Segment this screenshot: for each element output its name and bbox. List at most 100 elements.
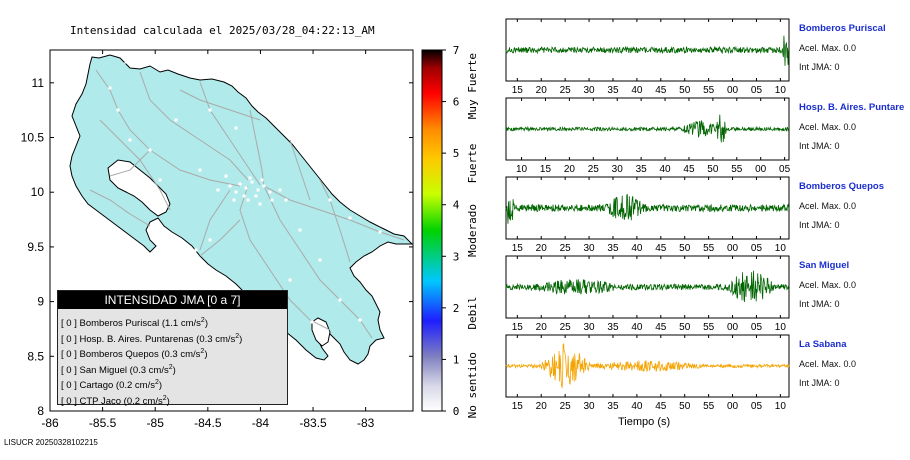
legend-row-unit-exponent: 2 <box>200 317 205 324</box>
waveform-tick-label: 55 <box>703 243 715 254</box>
legend-row-intensity: [ 0 ] <box>61 396 80 408</box>
waveform-tick-label: 15 <box>512 322 524 333</box>
town-marker <box>258 202 262 206</box>
colorbar-tick-label: 5 <box>453 147 460 160</box>
town-marker <box>284 198 288 202</box>
legend-row-station: San Miguel (0.3 cm/s <box>79 364 169 376</box>
intensity-legend: INTENSIDAD JMA [0 a 7] [ 0 ] Bomberos Pu… <box>57 290 288 408</box>
waveform-panel: 15 20 25 30 35 40 45 50 55 00 05 10 <box>505 176 790 254</box>
road <box>199 189 231 251</box>
waveform-trace <box>505 35 790 66</box>
road <box>89 189 151 227</box>
map-y-tick-label: 8.5 <box>27 349 44 363</box>
road <box>179 89 261 121</box>
waveform-tick-label: 20 <box>536 243 548 254</box>
legend-row-unit-exponent: 2 <box>168 363 173 371</box>
legend-row-intensity: [ 0 ] <box>61 380 80 392</box>
waveform-tick-label: 30 <box>612 164 624 175</box>
town-marker <box>288 278 292 282</box>
legend-row-unit-exponent: 2 <box>200 348 205 356</box>
waveform-trace <box>505 270 790 302</box>
town-marker <box>194 248 198 252</box>
waveform-tick-label: 40 <box>631 322 643 333</box>
legend-row-station: Hosp. B. Aires. Puntarenas (0.3 cm/s <box>79 333 236 345</box>
waveform-tick-label: 00 <box>727 243 739 254</box>
station-accel: Acel. Max. 0.0 <box>799 359 857 369</box>
waveform-tick-label: 50 <box>679 243 691 254</box>
map-y-tick-label: 8 <box>37 404 44 418</box>
legend-row-close: ) <box>158 380 163 392</box>
waveform-tick-label: 40 <box>631 243 643 254</box>
waveform-tick-label: 05 <box>751 401 763 412</box>
waveform-tick-label: 25 <box>560 85 572 96</box>
station-name: San Miguel <box>799 260 850 271</box>
colorbar-tick-label: 2 <box>453 302 460 315</box>
road-network <box>89 69 405 339</box>
waveform-tick-label: 05 <box>751 243 763 254</box>
waveform-tick-label: 05 <box>779 164 791 175</box>
town-marker <box>328 198 332 202</box>
map-x-tick-label: -83.5 <box>299 416 327 430</box>
waveform-tick-label: 55 <box>703 401 715 412</box>
road <box>199 81 261 186</box>
colorbar-tick-label: 6 <box>453 96 460 109</box>
waveform-trace <box>505 193 790 224</box>
colorbar-tick-label: 4 <box>453 199 460 212</box>
waveform-tick-label: 25 <box>560 243 572 254</box>
waveform-tick-label: 30 <box>583 243 595 254</box>
legend-row: [ 0 ] Cartago (0.2 cm/s2) <box>61 375 287 391</box>
town-marker <box>260 178 264 182</box>
station-intensity: Int JMA: 0 <box>799 141 840 151</box>
town-marker <box>108 86 112 90</box>
map-y-axis: 11 10.5 10 9.5 9 8.5 8 <box>21 76 413 418</box>
legend-row-unit-exponent: 2 <box>154 379 159 387</box>
waveform-tick-label: 40 <box>631 401 643 412</box>
town-marker <box>232 198 236 202</box>
station-name: Hosp. B. Aires. Puntare <box>799 102 905 113</box>
colorbar-category-label: No sentido <box>466 352 479 418</box>
town-marker <box>216 188 220 192</box>
town-marker <box>242 194 246 198</box>
waveform-tick-label: 35 <box>607 401 619 412</box>
time-axis-label: Tiempo (s) <box>618 416 671 428</box>
legend-row-close: ) <box>204 318 208 330</box>
map-y-tick-label: 9.5 <box>27 240 44 254</box>
waveform-tick-label: 25 <box>560 322 572 333</box>
waveform-tick-label: 30 <box>583 85 595 96</box>
road <box>249 109 265 187</box>
road <box>319 179 351 263</box>
colorbar-tick-label: 7 <box>453 44 460 57</box>
town-marker <box>250 180 254 184</box>
road <box>139 71 249 181</box>
waveform-tick-label: 35 <box>607 85 619 96</box>
waveform-tick-label: 00 <box>727 401 739 412</box>
waveform-panel: 15 20 25 30 35 40 45 50 55 00 05 10 <box>505 334 790 412</box>
town-marker <box>158 178 162 182</box>
road <box>239 185 331 331</box>
town-marker <box>278 188 282 192</box>
waveform-tick-label: 50 <box>679 401 691 412</box>
waveform-tick-label: 20 <box>536 322 548 333</box>
map-y-tick-label: 10.5 <box>21 131 45 145</box>
footer-code: LISUCR 20250328102215 <box>4 438 98 447</box>
station-accel: Acel. Max. 0.0 <box>799 43 857 53</box>
town-marker <box>198 168 202 172</box>
town-marker <box>148 148 152 152</box>
town-marker <box>142 198 146 202</box>
town-marker <box>270 198 274 202</box>
waveform-panel: 10 15 20 25 30 35 40 45 50 55 00 05 <box>505 97 791 175</box>
waveform-panel: 15 20 25 30 35 40 45 50 55 00 05 10 <box>505 255 790 333</box>
map-x-tick-label: -84 <box>252 416 270 430</box>
legend-row-unit-exponent: 2 <box>162 394 167 402</box>
road <box>289 139 311 201</box>
legend-row-close: ) <box>204 349 208 361</box>
waveform-tick-label: 50 <box>707 164 719 175</box>
legend-row-intensity: [ 0 ] <box>61 364 80 376</box>
legend-row: [ 0 ] Bomberos Puriscal (1.1 cm/s2) <box>61 313 287 329</box>
colorbar-category-label: Debil <box>466 296 479 329</box>
legend-row-close: ) <box>166 396 170 408</box>
town-marker <box>262 184 266 188</box>
station-intensity: Int JMA: 0 <box>799 378 840 388</box>
town-markers <box>108 60 382 324</box>
